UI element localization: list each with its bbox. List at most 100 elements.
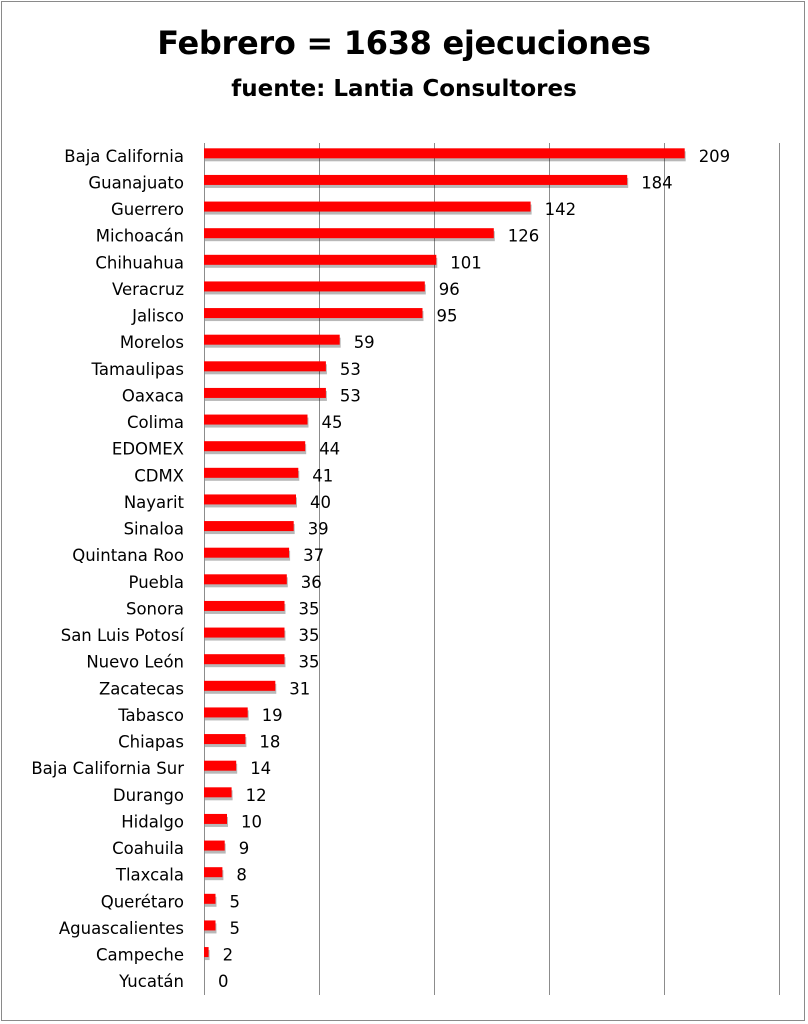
data-label: 53 bbox=[340, 360, 361, 379]
category-label: EDOMEX bbox=[112, 440, 184, 459]
category-label: Tamaulipas bbox=[91, 360, 184, 379]
category-label: Oaxaca bbox=[122, 386, 184, 405]
data-label: 53 bbox=[340, 386, 361, 405]
bar bbox=[204, 281, 425, 292]
data-label: 142 bbox=[545, 200, 577, 219]
data-label: 36 bbox=[301, 573, 322, 592]
category-label: Nuevo León bbox=[86, 653, 184, 672]
data-label: 12 bbox=[246, 786, 267, 805]
data-label: 9 bbox=[239, 839, 250, 858]
bar bbox=[204, 174, 628, 185]
chart-subtitle: fuente: Lantia Consultores bbox=[231, 76, 577, 102]
category-labels: Baja California Guanajuato Guerrero Michoac… bbox=[31, 147, 185, 991]
category-label: Quintana Roo bbox=[72, 546, 184, 565]
category-label: Zacatecas bbox=[99, 679, 184, 698]
category-label: Tabasco bbox=[117, 706, 184, 725]
data-label: 19 bbox=[262, 706, 283, 725]
bar bbox=[204, 893, 216, 904]
bar bbox=[204, 441, 306, 452]
category-label: Veracruz bbox=[112, 280, 184, 299]
bar bbox=[204, 574, 287, 585]
category-label: CDMX bbox=[134, 466, 184, 485]
bar bbox=[204, 867, 223, 878]
bar bbox=[204, 228, 494, 239]
bar bbox=[204, 734, 246, 745]
chart-title: Febrero = 1638 ejecuciones bbox=[157, 24, 651, 62]
bar bbox=[204, 920, 216, 931]
data-label: 44 bbox=[319, 440, 340, 459]
bar bbox=[204, 787, 232, 798]
bar bbox=[204, 387, 326, 398]
bar-series bbox=[204, 148, 686, 961]
data-label: 10 bbox=[241, 812, 262, 831]
bar bbox=[204, 334, 340, 345]
category-label: Baja California Sur bbox=[31, 759, 184, 778]
data-label: 96 bbox=[439, 280, 460, 299]
category-label: Coahuila bbox=[112, 839, 184, 858]
category-label: Nayarit bbox=[124, 493, 185, 512]
bar bbox=[204, 201, 531, 212]
category-label: San Luis Potosí bbox=[61, 626, 186, 645]
category-label: Querétaro bbox=[101, 892, 184, 911]
category-label: Sonora bbox=[126, 599, 184, 618]
bar bbox=[204, 148, 685, 159]
data-label: 0 bbox=[218, 972, 229, 991]
data-label: 209 bbox=[699, 147, 731, 166]
data-label: 8 bbox=[236, 866, 247, 885]
bar bbox=[204, 254, 437, 265]
bar bbox=[204, 308, 423, 319]
data-label: 18 bbox=[259, 733, 280, 752]
data-label: 95 bbox=[437, 307, 458, 326]
data-label: 2 bbox=[223, 946, 234, 965]
data-label: 101 bbox=[450, 253, 482, 272]
category-label: Campeche bbox=[96, 946, 184, 965]
data-label: 40 bbox=[310, 493, 331, 512]
data-label: 39 bbox=[308, 520, 329, 539]
data-label: 35 bbox=[299, 599, 320, 618]
category-label: Sinaloa bbox=[124, 520, 184, 539]
data-label: 35 bbox=[299, 626, 320, 645]
bar bbox=[204, 600, 285, 611]
category-label: Chiapas bbox=[118, 733, 184, 752]
category-label: Tlaxcala bbox=[115, 866, 184, 885]
data-label: 41 bbox=[312, 466, 333, 485]
data-label: 5 bbox=[230, 919, 241, 938]
bar bbox=[204, 521, 294, 532]
bar bbox=[204, 813, 227, 824]
bar bbox=[204, 707, 248, 718]
category-label: Michoacán bbox=[96, 227, 184, 246]
category-label: Aguascalientes bbox=[59, 919, 184, 938]
bar bbox=[204, 494, 296, 505]
category-label: Durango bbox=[113, 786, 184, 805]
gridlines bbox=[204, 143, 780, 995]
category-label: Baja California bbox=[64, 147, 184, 166]
data-label: 184 bbox=[641, 173, 673, 192]
data-label: 5 bbox=[230, 892, 241, 911]
bar bbox=[204, 654, 285, 665]
data-label: 37 bbox=[303, 546, 324, 565]
data-label: 35 bbox=[299, 653, 320, 672]
bar bbox=[204, 547, 290, 558]
bar bbox=[204, 947, 209, 958]
bar bbox=[204, 414, 308, 425]
data-label: 59 bbox=[354, 333, 375, 352]
category-label: Jalisco bbox=[131, 307, 184, 326]
bar bbox=[204, 361, 326, 372]
category-label: Hidalgo bbox=[121, 812, 184, 831]
category-label: Guanajuato bbox=[88, 173, 184, 192]
bar bbox=[204, 840, 225, 851]
data-label: 126 bbox=[508, 227, 540, 246]
category-label: Yucatán bbox=[118, 972, 184, 991]
category-label: Colima bbox=[127, 413, 184, 432]
bar bbox=[204, 627, 285, 638]
data-label: 45 bbox=[322, 413, 343, 432]
category-label: Morelos bbox=[120, 333, 184, 352]
data-label: 31 bbox=[289, 679, 310, 698]
bar bbox=[204, 467, 299, 478]
category-label: Puebla bbox=[129, 573, 184, 592]
category-label: Guerrero bbox=[111, 200, 184, 219]
bar bbox=[204, 680, 276, 691]
value-labels: 2091841421261019695595353454441403937363… bbox=[218, 147, 730, 991]
